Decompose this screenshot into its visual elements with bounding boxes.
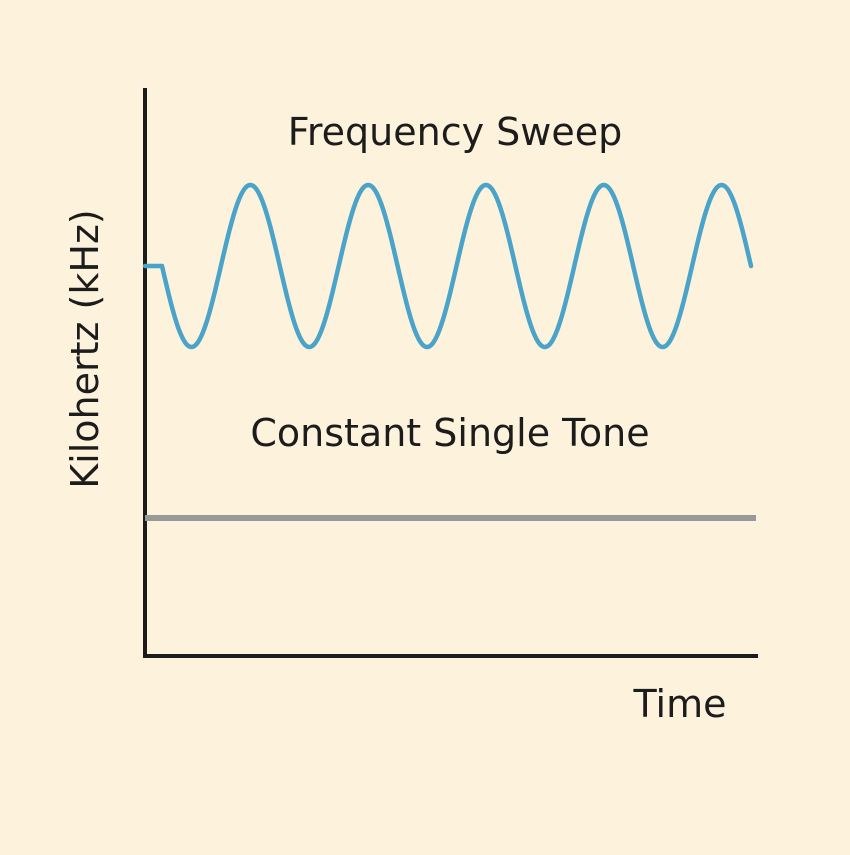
chart-axes [143,88,758,658]
series-label-frequency-sweep: Frequency Sweep [288,110,622,154]
series-line-frequency-sweep [142,182,754,350]
chart-marks [142,182,756,521]
axes-lines [143,88,758,658]
chart-labels: Frequency Sweep Constant Single Tone Tim… [63,110,727,726]
x-axis-label: Time [633,682,727,726]
y-axis-label: Kilohertz (kHz) [63,209,107,488]
series-label-constant-single-tone: Constant Single Tone [250,411,649,455]
